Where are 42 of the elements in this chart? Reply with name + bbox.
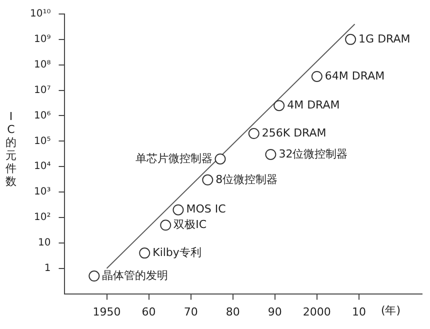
point bbox=[160, 220, 172, 231]
y-axis-title: IC的元件数 bbox=[4, 110, 18, 188]
y-tick-label: 10⁸ bbox=[34, 59, 51, 70]
point bbox=[274, 100, 285, 112]
annotation: Kilby专利 bbox=[152, 246, 202, 259]
point bbox=[265, 148, 276, 160]
point bbox=[139, 248, 150, 259]
point bbox=[172, 204, 184, 216]
point bbox=[248, 128, 260, 140]
x-tick-label: 2000 bbox=[302, 305, 331, 318]
point bbox=[214, 153, 226, 164]
annotation: 32位微控制器 bbox=[278, 147, 348, 160]
y-tick-label: 10⁷ bbox=[34, 84, 51, 96]
annotation: 8位微控制器 bbox=[216, 172, 278, 186]
y-tick-label: 10¹⁰ bbox=[30, 8, 51, 20]
annotation: 1G DRAM bbox=[358, 32, 410, 46]
x-tick-label: 10 bbox=[352, 305, 366, 318]
y-tick-label: 10⁵ bbox=[34, 136, 51, 147]
point bbox=[345, 34, 356, 45]
y-tick-label: 1 bbox=[44, 262, 51, 274]
x-tick-label: 70 bbox=[184, 305, 198, 318]
annotation: MOS IC bbox=[186, 202, 226, 216]
y-tick-label: 10 bbox=[38, 238, 51, 249]
x-tick-label: 90 bbox=[268, 305, 282, 318]
y-tick-label: 10⁴ bbox=[34, 161, 51, 172]
x-axis-title: (年) bbox=[380, 304, 401, 318]
annotation: 晶体管的发明 bbox=[102, 268, 168, 282]
annotation: 4M DRAM bbox=[287, 98, 340, 112]
x-tick-label: 1950 bbox=[92, 305, 121, 318]
y-tick-label: 10² bbox=[34, 212, 51, 224]
x-tick-label: 80 bbox=[226, 305, 240, 318]
x-tick-label: 60 bbox=[142, 305, 156, 318]
annotation: 单芯片微控制器 bbox=[135, 152, 212, 165]
y-tick-label: 10⁶ bbox=[34, 110, 51, 122]
y-tick-label: 10³ bbox=[34, 186, 51, 198]
point bbox=[311, 70, 322, 82]
annotation: 64M DRAM bbox=[324, 69, 385, 82]
annotation: 双极IC bbox=[174, 218, 207, 232]
point bbox=[88, 270, 100, 282]
annotation: 256K DRAM bbox=[262, 126, 326, 140]
point bbox=[202, 174, 214, 186]
y-tick-label: 10⁹ bbox=[34, 34, 51, 46]
